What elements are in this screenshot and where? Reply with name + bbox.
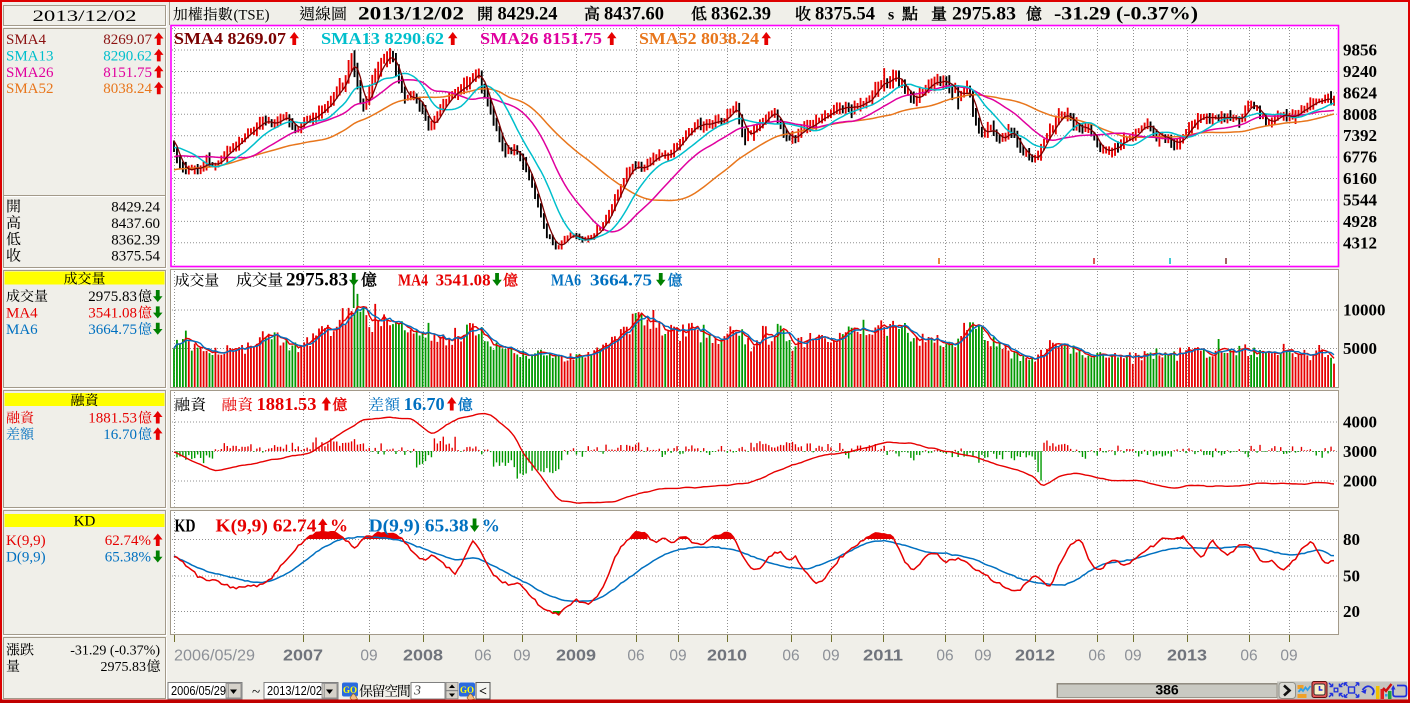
svg-text:09: 09 <box>1124 648 1141 665</box>
svg-text:SMA26 8151.75: SMA26 8151.75 <box>480 29 602 48</box>
svg-text:8038.24: 8038.24 <box>103 81 152 97</box>
svg-text:06: 06 <box>1088 648 1105 665</box>
svg-text:4312: 4312 <box>1343 233 1377 252</box>
svg-text:2010: 2010 <box>707 648 747 665</box>
svg-text:9240: 9240 <box>1343 62 1377 81</box>
svg-text:06: 06 <box>1240 648 1257 665</box>
svg-text:SMA13: SMA13 <box>6 48 54 64</box>
svg-text:09: 09 <box>513 648 530 665</box>
svg-text:2000: 2000 <box>1343 472 1377 491</box>
svg-text:09: 09 <box>1280 648 1297 665</box>
svg-text:386: 386 <box>1155 682 1179 698</box>
svg-text:8151.75: 8151.75 <box>103 65 152 81</box>
svg-text:(TSE): (TSE) <box>234 8 270 24</box>
svg-text:50: 50 <box>1343 567 1360 586</box>
svg-text:-31.29 (-0.37%): -31.29 (-0.37%) <box>1054 4 1198 25</box>
svg-text:10000: 10000 <box>1343 301 1386 320</box>
svg-text:09: 09 <box>669 648 686 665</box>
svg-text:09: 09 <box>822 648 839 665</box>
svg-text:8269.07: 8269.07 <box>103 32 152 48</box>
svg-text:3664.75: 3664.75 <box>590 271 652 290</box>
svg-text:6160: 6160 <box>1343 169 1377 188</box>
svg-text:s: s <box>888 7 894 24</box>
svg-text:8624: 8624 <box>1343 83 1378 102</box>
svg-text:K(9,9) 62.74: K(9,9) 62.74 <box>216 516 317 537</box>
svg-text:2013/12/02: 2013/12/02 <box>33 8 137 25</box>
svg-text:8375.54: 8375.54 <box>111 249 160 265</box>
svg-text:7392: 7392 <box>1343 126 1377 145</box>
svg-text:2975.83: 2975.83 <box>101 660 147 675</box>
svg-text:GO: GO <box>343 685 357 695</box>
svg-text:5544: 5544 <box>1343 190 1378 209</box>
svg-text:%: % <box>330 516 348 536</box>
svg-text:SMA4: SMA4 <box>6 32 47 48</box>
svg-text:D(9,9) 65.38: D(9,9) 65.38 <box>369 516 469 537</box>
svg-text:09: 09 <box>360 648 377 665</box>
svg-text:SMA52 8038.24: SMA52 8038.24 <box>639 29 760 48</box>
svg-text:2975.83: 2975.83 <box>88 289 137 305</box>
svg-text:06: 06 <box>474 648 491 665</box>
svg-text:1881.53: 1881.53 <box>257 394 317 414</box>
svg-text:8008: 8008 <box>1343 105 1377 124</box>
svg-text:4000: 4000 <box>1343 413 1377 432</box>
svg-text:3541.08: 3541.08 <box>88 305 137 321</box>
svg-text:-31.29 (-0.37%): -31.29 (-0.37%) <box>70 644 160 659</box>
svg-text:SMA4 8269.07: SMA4 8269.07 <box>174 29 287 48</box>
svg-text:MA6: MA6 <box>551 271 581 290</box>
svg-text:62.74%: 62.74% <box>105 533 151 549</box>
svg-text:2013/12/02: 2013/12/02 <box>267 683 322 698</box>
svg-text:06: 06 <box>782 648 799 665</box>
svg-text:20: 20 <box>1343 602 1360 621</box>
svg-text:9856: 9856 <box>1343 41 1377 60</box>
svg-text:~: ~ <box>252 685 260 701</box>
svg-text:2975.83: 2975.83 <box>952 4 1016 25</box>
svg-text:2011: 2011 <box>863 648 903 665</box>
svg-text:2012: 2012 <box>1015 648 1055 665</box>
svg-text:SMA26: SMA26 <box>6 65 54 81</box>
svg-text:KD: KD <box>175 516 196 536</box>
svg-text:4928: 4928 <box>1343 212 1377 231</box>
svg-text:8437.60: 8437.60 <box>111 216 160 232</box>
svg-text:2013/12/02: 2013/12/02 <box>358 4 464 25</box>
svg-text:8437.60: 8437.60 <box>604 4 664 25</box>
svg-text:2007: 2007 <box>283 648 323 665</box>
svg-text:%: % <box>482 516 500 536</box>
svg-text:65.38%: 65.38% <box>105 549 151 565</box>
svg-text:2975.83: 2975.83 <box>286 270 348 291</box>
svg-text:3: 3 <box>413 684 421 699</box>
svg-text:06: 06 <box>627 648 644 665</box>
svg-text:MA4: MA4 <box>398 271 428 290</box>
svg-text:2009: 2009 <box>556 648 596 665</box>
svg-text:2006/05/29: 2006/05/29 <box>174 648 255 665</box>
svg-text:8362.39: 8362.39 <box>711 4 771 25</box>
svg-text:3541.08: 3541.08 <box>436 271 491 290</box>
svg-text:SMA52: SMA52 <box>6 81 54 97</box>
svg-text:2013: 2013 <box>1167 648 1207 665</box>
svg-text:16.70: 16.70 <box>103 427 137 443</box>
svg-text:KD: KD <box>74 514 96 530</box>
svg-text:8429.24: 8429.24 <box>111 200 160 216</box>
svg-text:06: 06 <box>936 648 953 665</box>
svg-text:<: < <box>479 685 487 700</box>
svg-text:6776: 6776 <box>1343 148 1377 167</box>
svg-text:MA4: MA4 <box>6 305 38 321</box>
svg-text:16.70: 16.70 <box>404 394 445 414</box>
svg-text:K(9,9): K(9,9) <box>6 533 46 549</box>
svg-text:SMA13 8290.62: SMA13 8290.62 <box>321 29 444 48</box>
svg-text:3664.75: 3664.75 <box>88 322 137 338</box>
svg-text:2008: 2008 <box>403 648 443 665</box>
svg-text:MA6: MA6 <box>6 322 38 338</box>
svg-text:GO: GO <box>460 685 474 695</box>
svg-text:3000: 3000 <box>1343 442 1377 461</box>
svg-text:5000: 5000 <box>1343 339 1377 358</box>
svg-text:1881.53: 1881.53 <box>88 411 137 427</box>
svg-text:8429.24: 8429.24 <box>498 4 558 25</box>
svg-text:8290.62: 8290.62 <box>103 48 152 64</box>
svg-text:80: 80 <box>1343 530 1360 549</box>
svg-text:D(9,9): D(9,9) <box>6 549 46 565</box>
svg-text:2006/05/29: 2006/05/29 <box>171 683 226 698</box>
svg-text:09: 09 <box>974 648 991 665</box>
svg-text:8362.39: 8362.39 <box>111 232 160 248</box>
svg-text:8375.54: 8375.54 <box>815 4 875 25</box>
